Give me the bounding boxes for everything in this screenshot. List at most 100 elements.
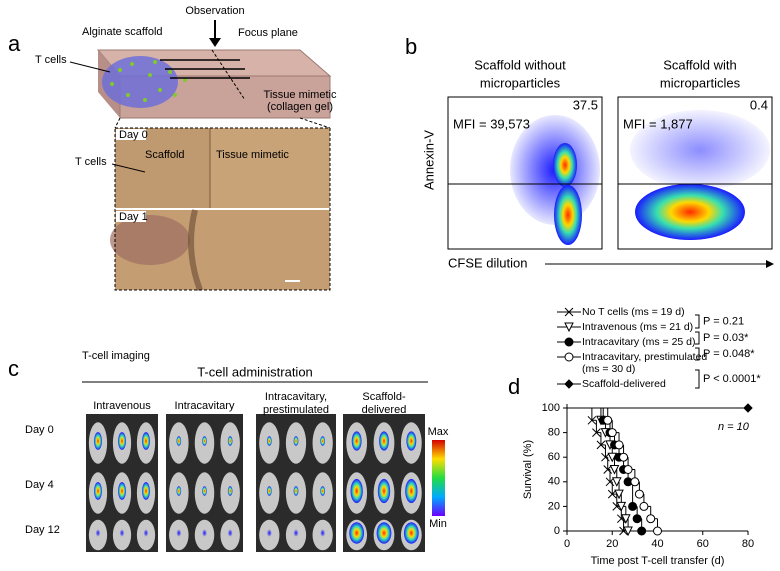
y-axis-label: Survival (%) <box>522 440 534 499</box>
legend-entry: No T cells (ms = 19 d) <box>556 306 714 318</box>
marker <box>634 489 644 499</box>
signal <box>176 486 182 496</box>
panel-letter: d <box>508 374 520 399</box>
bracket <box>695 369 700 389</box>
signal <box>94 432 102 450</box>
signal <box>95 529 101 537</box>
colorbar-label: Min <box>429 518 447 530</box>
signal <box>119 529 125 537</box>
marker <box>628 501 638 511</box>
label: Focus plane <box>238 27 298 39</box>
signal <box>293 436 299 446</box>
legend-entry: Intravenous (ms = 21 d) <box>556 321 714 333</box>
plot-title: Scaffold without <box>474 57 566 72</box>
marker <box>630 477 640 487</box>
zoom-line <box>114 117 121 129</box>
marker <box>607 489 617 499</box>
colorbar-label: Max <box>428 426 449 438</box>
x-axis-label: Time post T-cell transfer (d) <box>591 555 725 567</box>
signal <box>350 478 363 504</box>
marker <box>607 452 618 463</box>
micrograph-scaffold <box>115 128 210 208</box>
density <box>630 110 770 190</box>
marker <box>639 501 649 511</box>
panel-letter: b <box>405 34 417 59</box>
signal <box>406 431 417 451</box>
panel-letter: c <box>8 356 19 381</box>
column-header: Intracavitary, <box>265 391 327 403</box>
signal <box>142 482 150 500</box>
mfi: MFI = 39,573 <box>453 116 530 131</box>
label: T cells <box>35 54 67 66</box>
zoom-line <box>299 117 331 129</box>
panel-letter: a <box>8 31 21 56</box>
gate-percent: 37.5 <box>573 97 598 112</box>
label-bg <box>116 211 146 222</box>
marker <box>607 428 617 438</box>
signal <box>405 478 418 504</box>
signal <box>403 522 419 544</box>
label: Day 0 <box>119 129 148 141</box>
marker <box>564 322 574 333</box>
legend: No T cells (ms = 19 d) Intravenous (ms = … <box>556 306 714 393</box>
cells <box>110 60 187 102</box>
signal <box>266 436 272 446</box>
label: Scaffold <box>145 149 185 161</box>
signal <box>376 522 392 544</box>
density <box>554 185 582 245</box>
signal <box>118 432 126 450</box>
p-value: P = 0.03* <box>703 332 749 344</box>
marker <box>564 337 574 347</box>
arrow-head <box>209 38 221 47</box>
y-tick-label: 0 <box>554 525 560 537</box>
legend-entry: Intracavitary, prestimulated (ms = 30 d) <box>556 351 714 375</box>
signal <box>320 529 326 537</box>
label: Tissue mimetic <box>264 89 337 101</box>
legend-symbol <box>557 379 581 389</box>
plot-title: microparticles <box>480 75 561 90</box>
signal <box>94 482 102 500</box>
mfi: MFI = 1,877 <box>623 116 693 131</box>
signal <box>176 529 182 537</box>
gate-percent: 0.4 <box>750 97 768 112</box>
marker <box>564 379 574 389</box>
signal <box>320 486 326 496</box>
pointer <box>69 61 111 73</box>
signal <box>118 482 126 500</box>
plot-title: Scaffold with <box>663 57 736 72</box>
marker <box>587 415 597 425</box>
legend-label: Intracavitary (ms = 25 d) <box>582 336 696 348</box>
signal <box>266 529 272 537</box>
marker <box>632 514 642 524</box>
marker <box>564 307 574 317</box>
x-tick-label: 20 <box>606 538 618 550</box>
marker <box>743 403 753 413</box>
bracket <box>695 347 700 361</box>
p-value: P = 0.21 <box>703 315 744 327</box>
signal <box>227 486 233 496</box>
colorbar <box>432 440 445 516</box>
signal <box>176 436 182 446</box>
marker <box>596 440 606 450</box>
signal <box>202 529 207 537</box>
marker <box>623 465 633 474</box>
migration-arrows <box>160 59 250 79</box>
marker <box>621 514 631 524</box>
plot-title: microparticles <box>660 75 741 90</box>
signal <box>227 436 233 446</box>
scaffold <box>102 56 178 108</box>
inset-frame <box>114 127 331 291</box>
survival-chart: 0 20 40 60 80 100 0 20 40 60 80 Time post T-cell tr… <box>522 402 754 567</box>
label: Observation <box>185 5 244 17</box>
row-label: Day 12 <box>25 524 60 536</box>
label: T-cell imaging <box>82 350 150 362</box>
label: T-cell administration <box>197 364 313 379</box>
label: T cells <box>75 156 107 168</box>
column-header: prestimulated <box>263 404 329 416</box>
legend-symbol <box>557 307 581 317</box>
marker <box>614 440 624 450</box>
p-value: P = 0.048* <box>703 348 755 360</box>
legend-symbol <box>557 352 581 362</box>
marker <box>592 428 601 437</box>
label-bg <box>116 129 146 140</box>
